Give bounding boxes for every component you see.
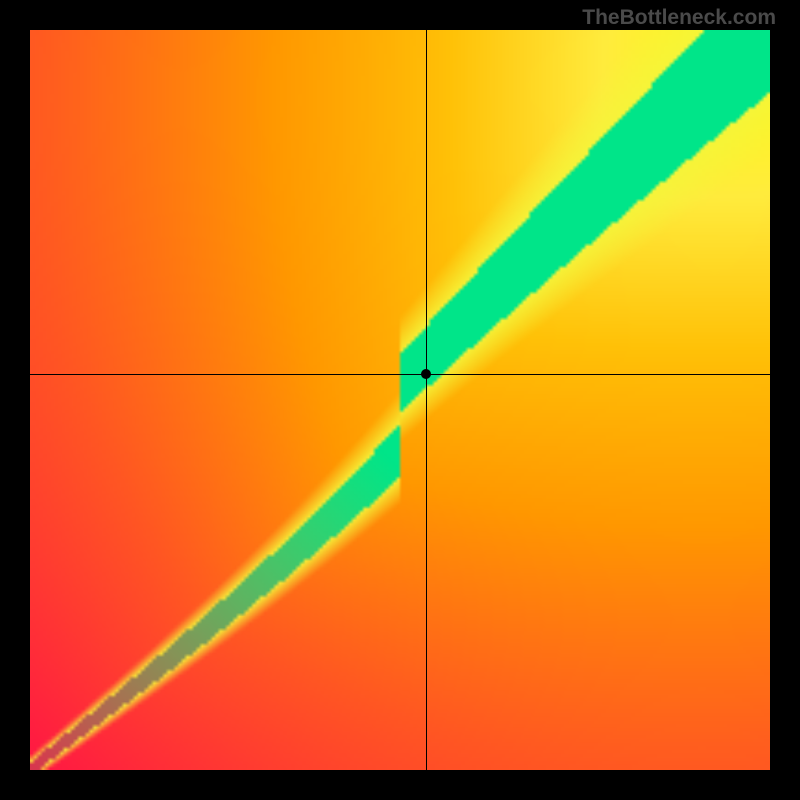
watermark-text: TheBottleneck.com xyxy=(582,6,776,30)
crosshair-horizontal xyxy=(30,374,770,375)
bottleneck-heatmap xyxy=(30,30,770,770)
crosshair-vertical xyxy=(426,30,427,770)
crosshair-marker xyxy=(421,369,431,379)
heatmap-canvas xyxy=(30,30,770,770)
